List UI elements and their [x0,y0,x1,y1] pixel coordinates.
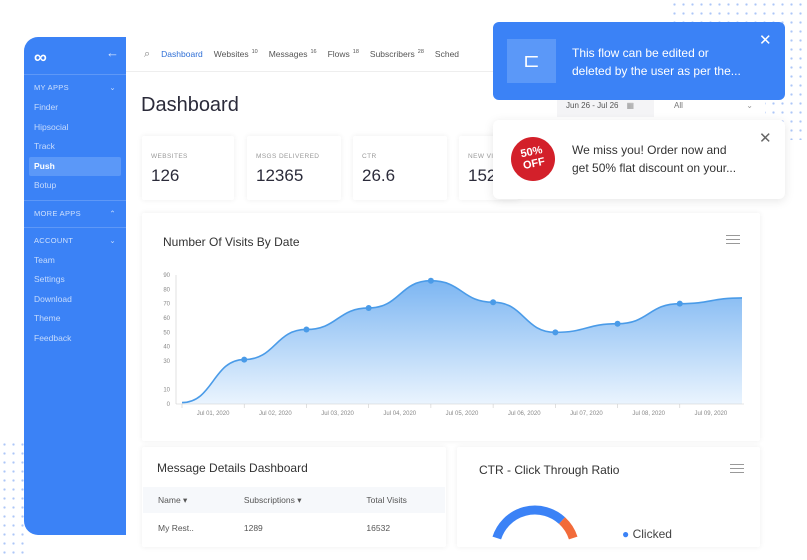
col-subscriptions[interactable]: Subscriptions ▾ [228,487,352,513]
x-tick-label: Jul 05, 2020 [446,411,479,417]
tab-websites[interactable]: Websites 10 [213,49,258,59]
chevron-up-icon: ⌃ [109,208,116,218]
toast-text: This flow can be edited or [572,46,709,60]
message-table: Name ▾ Subscriptions ▾ Total Visits My Res… [143,487,445,543]
x-tick-label: Jul 06, 2020 [508,411,541,417]
section-more-apps[interactable]: MORE APPS ⌃ [24,204,126,224]
data-point [365,304,372,311]
donut-clicked [492,505,566,540]
message-details-title: Message Details Dashboard [157,461,308,475]
ctr-donut [492,505,578,540]
y-tick-label: 10 [163,388,170,394]
sidebar-item-settings[interactable]: Settings [34,274,65,284]
menu-icon[interactable] [726,235,740,244]
sidebar-item-track[interactable]: Track [34,141,55,151]
chart-area [182,280,742,404]
top-nav: ⌕ Dashboard Websites 10 Messages 16 Flows 1… [126,37,526,72]
data-point [303,326,310,333]
chart-line [181,279,743,404]
col-name[interactable]: Name ▾ [143,487,229,513]
chart-title: Number Of Visits By Date [163,235,300,249]
page-title: Dashboard [141,94,239,116]
chevron-down-icon: ⌄ [109,83,116,92]
toast-flow-info: ⊏ This flow can be edited or deleted by t… [493,22,785,100]
arrow-left-icon[interactable]: ← [106,45,119,60]
search-icon[interactable]: ⌕ [144,47,151,60]
sidebar-item-team[interactable]: Team [34,254,55,265]
sidebar-item-theme[interactable]: Theme [34,313,61,323]
x-tick-label: Jul 07, 2020 [570,411,603,417]
logo-icon: ∞ [34,47,47,67]
date-range-picker[interactable]: Jun 26 - Jul 26 ▦ [557,95,654,117]
section-account[interactable]: ACCOUNT ⌄ [24,231,126,251]
y-tick-label: 0 [167,402,171,408]
y-tick-label: 90 [163,273,170,279]
toast-discount: 50% OFF We miss you! Order now and get 50%… [493,120,785,199]
tab-messages[interactable]: Messages 16 [268,49,317,59]
close-icon[interactable]: ✕ [759,32,772,49]
cell-visits: 16532 [366,523,391,533]
y-tick-label: 60 [163,316,170,322]
data-point [241,356,248,363]
legend-clicked: ● Clicked [622,527,672,541]
toast-text: deleted by the user as per the... [572,64,741,78]
section-my-apps[interactable]: MY APPS ⌄ [24,78,126,98]
filter-select[interactable]: All ⌄ [657,95,765,117]
y-tick-label: 70 [163,302,170,308]
donut-other [558,517,578,540]
x-tick-label: Jul 04, 2020 [383,411,416,417]
cell-name: My Rest.. [158,523,194,533]
y-tick-label: 50 [163,330,170,336]
y-tick-label: 30 [163,359,170,365]
sidebar-item-finder[interactable]: Finder [34,102,59,112]
data-point [614,320,621,327]
x-tick-label: Jul 02, 2020 [259,411,292,417]
toast-text: We miss you! Order now and [572,143,727,157]
tab-schedule[interactable]: Sched [434,49,460,59]
tab-flows[interactable]: Flows 18 [327,49,359,59]
y-tick-label: 80 [163,287,170,293]
col-total-visits: Total Visits [351,487,445,513]
data-point [427,277,434,284]
sidebar: ∞ ← MY APPS ⌄ Finder Hipsocial Track Push… [24,37,126,535]
sidebar-item-hipsocial[interactable]: Hipsocial [34,121,69,132]
flow-icon: ⊏ [507,39,556,83]
sidebar-item-feedback[interactable]: Feedback [34,332,72,343]
stat-ctr: CTR 26.6 [353,136,447,200]
y-tick-label: 40 [163,345,170,351]
ctr-card: CTR - Click Through Ratio ● Clicked [457,447,760,547]
tab-dashboard[interactable]: Dashboard [161,49,203,59]
x-tick-label: Jul 09, 2020 [695,411,728,417]
stat-msgs-delivered: MSGS DELIVERED 12365 [247,136,341,200]
x-tick-label: Jul 08, 2020 [632,411,665,417]
close-icon[interactable]: ✕ [759,130,772,147]
calendar-icon: ▦ [626,101,635,110]
x-tick-label: Jul 03, 2020 [321,411,354,417]
stat-websites: WEBSITES 126 [142,136,234,200]
sidebar-item-push[interactable]: Push [29,156,121,176]
chevron-down-icon: ⌄ [746,101,753,110]
x-tick-label: Jul 01, 2020 [197,411,230,417]
chevron-down-icon: ⌄ [109,235,116,245]
sidebar-item-botup[interactable]: Botup [34,180,57,190]
tab-subscribers[interactable]: Subscribers 28 [369,49,424,59]
data-point [676,300,683,307]
toast-text: get 50% flat discount on your... [572,161,737,175]
data-point [552,329,559,336]
sidebar-item-download[interactable]: Download [34,293,72,304]
ctr-title: CTR - Click Through Ratio [479,463,620,477]
menu-icon[interactable] [730,464,744,473]
data-point [490,299,497,306]
cell-subscriptions: 1289 [243,523,263,533]
discount-badge: 50% OFF [506,132,560,186]
table-row[interactable]: My Rest.. 1289 16532 [143,513,445,543]
